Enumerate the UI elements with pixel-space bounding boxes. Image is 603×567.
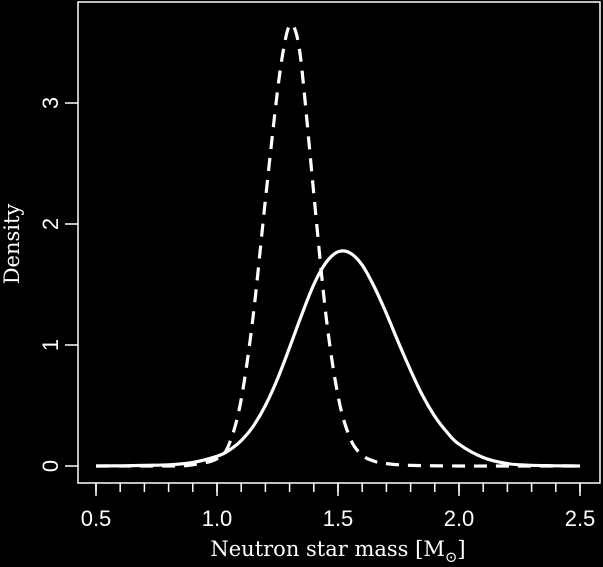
y-tick-label: 3 — [38, 97, 63, 109]
x-tick-label: 2.0 — [444, 506, 475, 531]
y-axis-title: Density — [0, 204, 24, 285]
x-tick-label: 1.5 — [323, 506, 354, 531]
x-tick-label: 2.5 — [565, 506, 596, 531]
x-tick-label: 0.5 — [81, 506, 112, 531]
plot-frame — [77, 1, 601, 484]
x-axis-title: Neutron star mass [M⊙] — [210, 537, 465, 566]
x-axis: 0.5 1.0 1.5 2.0 2.5 — [81, 483, 596, 531]
solid-density-curve — [95, 249, 581, 468]
y-tick-label: 2 — [38, 218, 63, 230]
y-tick-label: 1 — [38, 339, 63, 351]
y-tick-label: 0 — [38, 460, 63, 472]
y-axis: 0 1 2 3 — [38, 97, 78, 472]
x-tick-label: 1.0 — [202, 506, 233, 531]
series-group — [95, 22, 581, 468]
